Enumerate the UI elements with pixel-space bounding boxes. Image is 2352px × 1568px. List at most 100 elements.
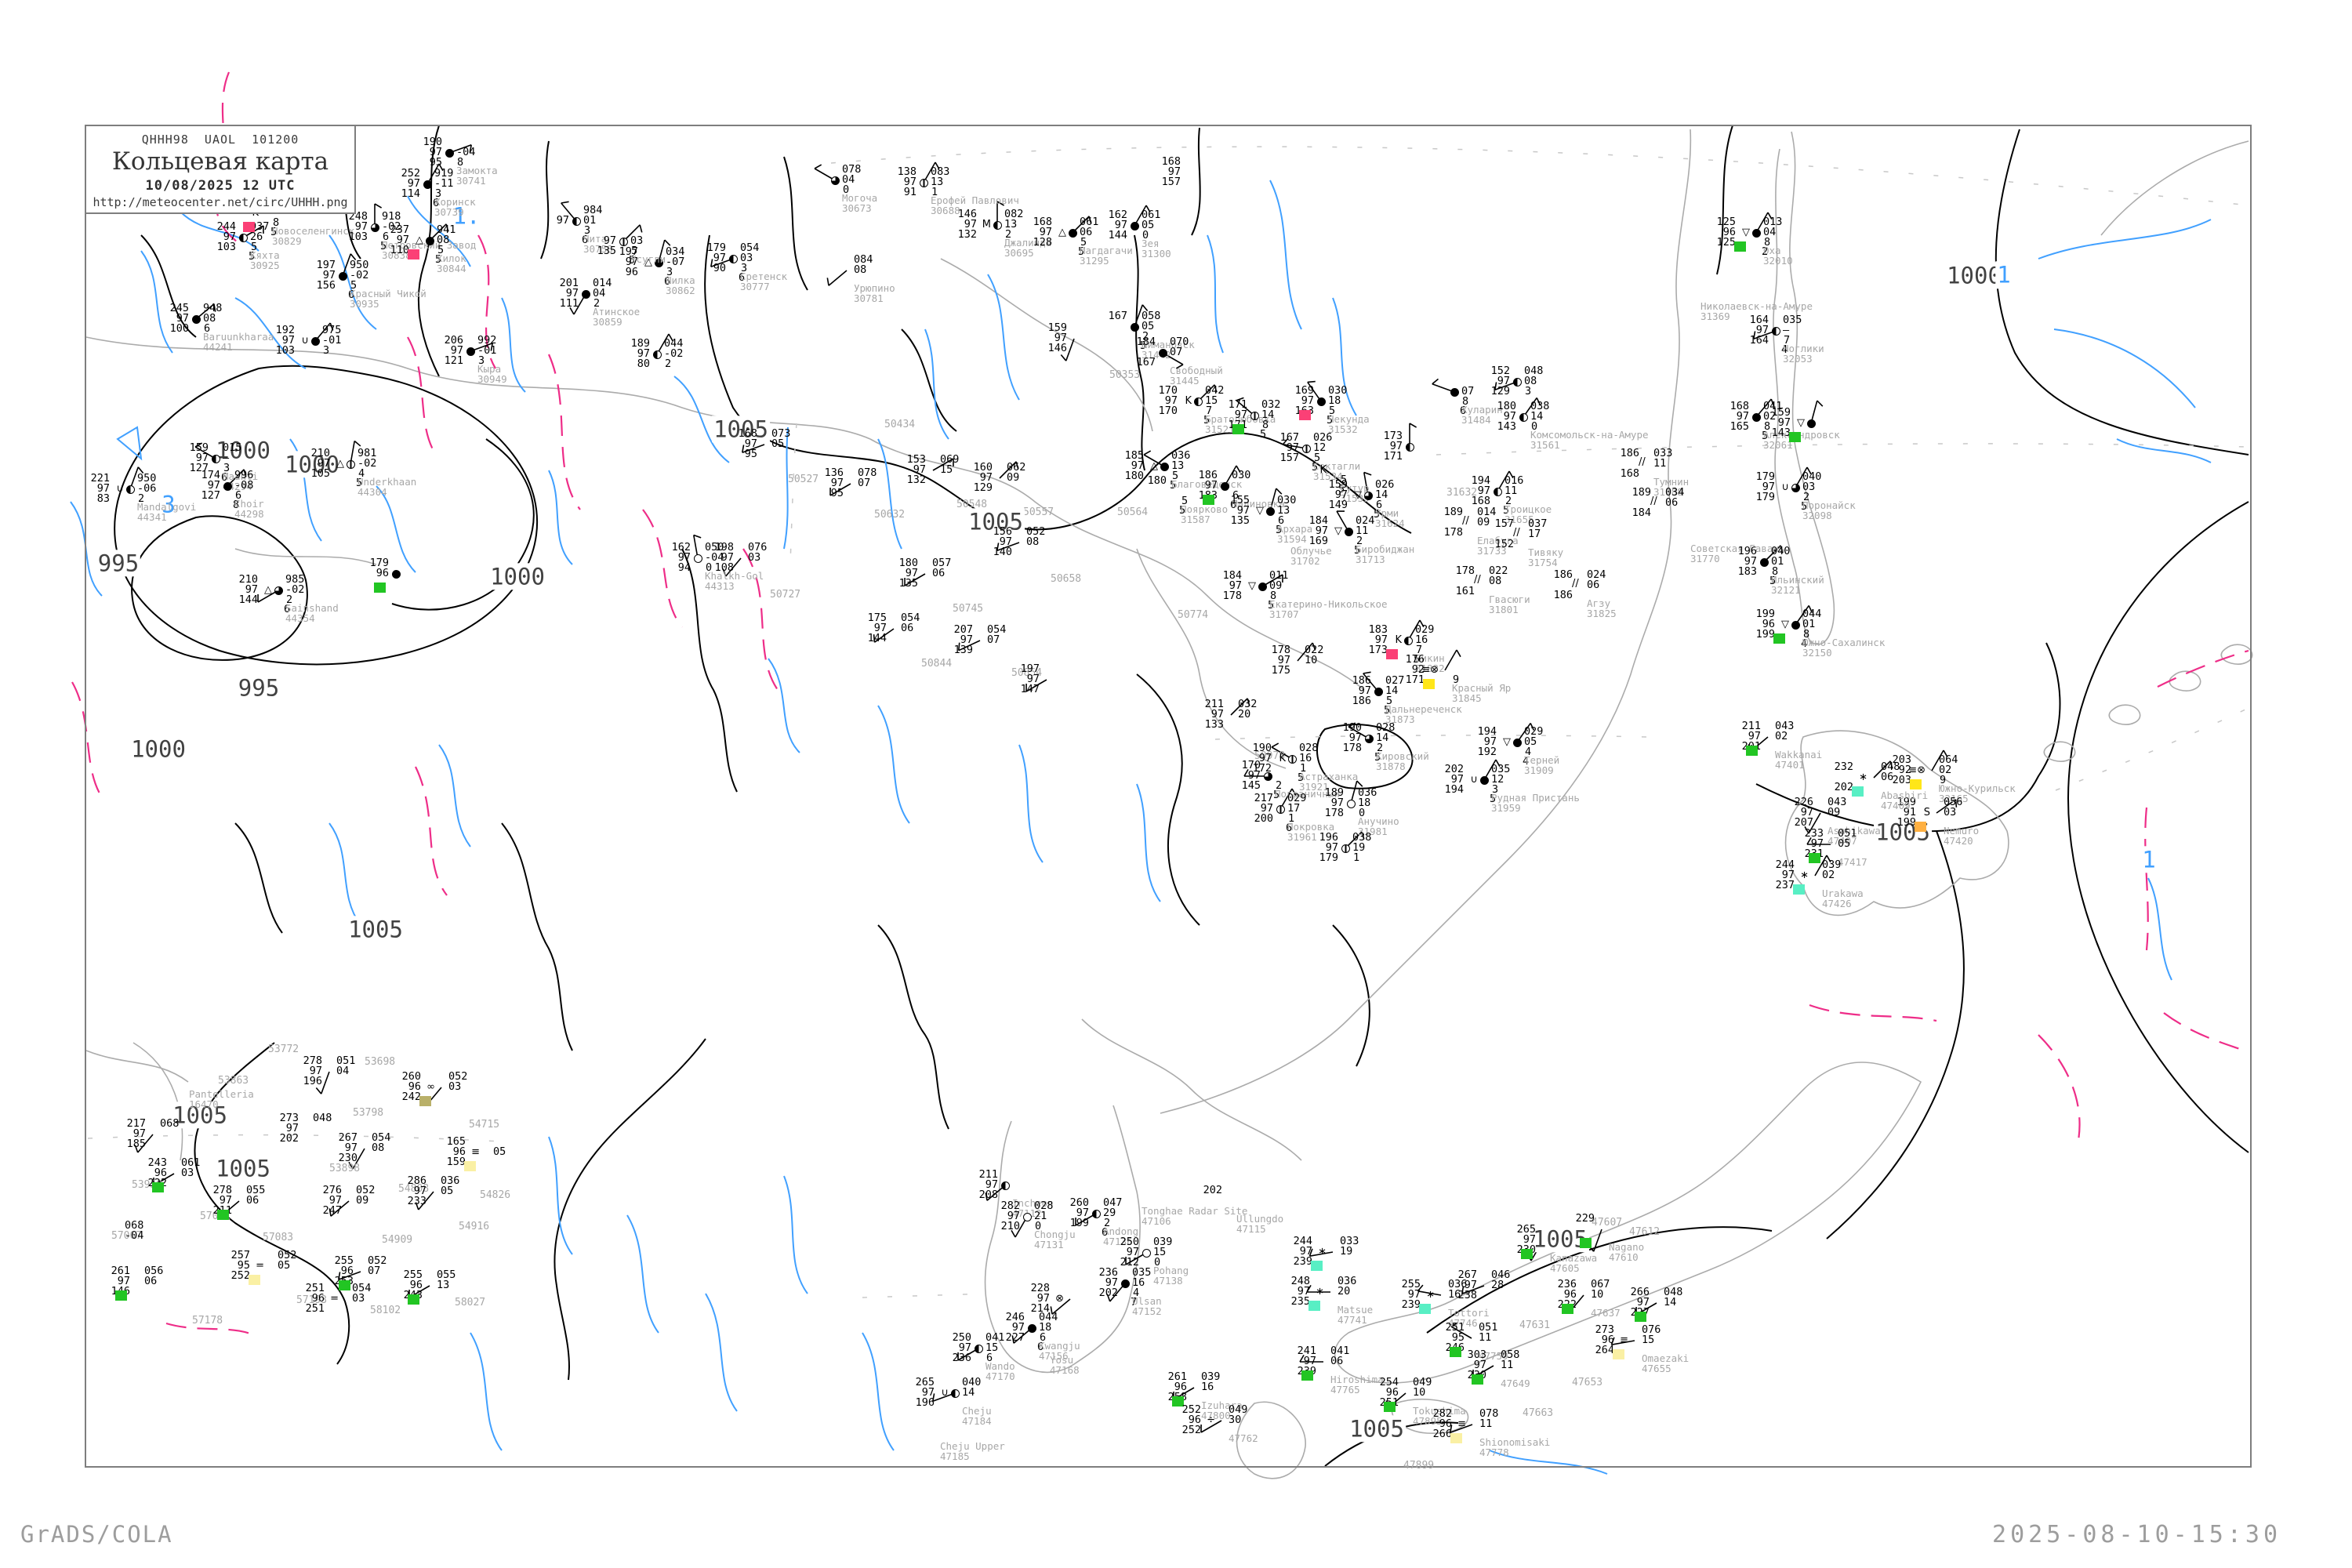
station-pressure: 048 [1524, 365, 1544, 377]
station-pressure: 048 [1881, 760, 1900, 773]
station-tendency: 11 [1356, 524, 1369, 537]
station-tendency: 02 [1763, 410, 1777, 423]
isobar-line [2067, 501, 2249, 1153]
station-cloud-info: 5 [1170, 479, 1177, 492]
station-humidity: 97 [1303, 1355, 1316, 1367]
precip-square [152, 1182, 164, 1192]
station-tendency: 07 [987, 633, 1000, 646]
station-pressure: 035 [1491, 763, 1511, 775]
station-temperature: 159 [1771, 406, 1791, 419]
station-temperature: 169 [1294, 384, 1314, 397]
river-line [376, 485, 416, 573]
station-name: Оха 32010 [1763, 245, 1793, 267]
station-pressure: 029 [1524, 725, 1544, 738]
station-cloud-info: 8 [457, 156, 464, 169]
cloud-cover-circle [581, 289, 590, 299]
station-name: Хуларин 31484 [1461, 404, 1503, 426]
station-tendency: -02 [382, 220, 401, 233]
cloud-cover-circle [1806, 419, 1816, 428]
station-humidity: 96 [311, 1292, 325, 1305]
station-tendency: 09 [1828, 806, 1841, 818]
station-cloud-info: 2 [1377, 742, 1384, 754]
cloud-cover-circle [423, 180, 432, 189]
wind-barb-tick [328, 1208, 332, 1217]
river-line [783, 1175, 808, 1294]
station-tendency: 10 [1413, 1386, 1426, 1399]
gray-station-id: 50557 [1023, 506, 1054, 518]
station-humidity: 96 [452, 1145, 466, 1158]
station-temperature: 203 [1892, 753, 1911, 766]
precip-square [1450, 1347, 1461, 1357]
weather-symbol: ∪ [301, 335, 309, 347]
station-name: Кыра 30949 [477, 363, 507, 385]
cloud-cover-circle [1450, 387, 1459, 397]
station-dewpoint: 230 [338, 1152, 358, 1164]
wind-barb [338, 1271, 361, 1281]
wind-barb [742, 444, 765, 454]
station-name: Усугли [630, 253, 666, 265]
weather-symbol: △ [1058, 227, 1066, 238]
station-tendency: 06 [1330, 1355, 1344, 1367]
station-tendency: 09 [356, 1194, 369, 1207]
station-pressure: 056 [144, 1265, 164, 1277]
station-humidity: 97 [1054, 332, 1067, 344]
weather-symbol: ▽ [1503, 736, 1511, 748]
station-dewpoint: 94 [677, 561, 691, 574]
station-temperature: 232 [1834, 760, 1853, 773]
station-temperature: 245 [169, 302, 189, 314]
station-cloud-info: 6 [433, 197, 440, 209]
station-humidity: 97 [960, 633, 973, 646]
cloud-cover-circle [1512, 377, 1522, 387]
station-dewpoint: 200 [1254, 812, 1273, 825]
station-name: Сретенск 30777 [740, 270, 788, 292]
station-temperature: 190 [1342, 721, 1362, 734]
station-temperature: 303 [1467, 1348, 1486, 1361]
station-temperature: 243 [147, 1156, 167, 1169]
station-cloud-info: 0 [1142, 229, 1149, 241]
wind-barb [330, 1200, 350, 1217]
station-humidity: 97 [1483, 735, 1497, 748]
wind-barb-tick [826, 278, 829, 286]
river-line [626, 1214, 659, 1334]
station-pressure: 948 [203, 302, 223, 314]
wind-barb-tick [1770, 398, 1775, 407]
station-pressure: 022 [1305, 644, 1324, 656]
river-line [705, 1293, 738, 1412]
station-temperature: 168 [1161, 155, 1181, 168]
station-pressure: 069 [940, 453, 960, 466]
station-dewpoint: 180 [1124, 470, 1144, 482]
station-name: Николаевск-на-Амуре 31369 [1700, 300, 1813, 322]
isobar-line [877, 924, 949, 1130]
station-temperature: 244 [216, 220, 236, 233]
station-humidity: 97 [903, 176, 916, 188]
station-dewpoint: 110 [390, 244, 409, 256]
station-cloud-info: 6 [664, 275, 671, 288]
station-dewpoint: 103 [348, 230, 368, 243]
station-dewpoint: 165 [1730, 420, 1749, 433]
station-cloud-info: 5 [270, 226, 278, 238]
station-tendency: 14 [1376, 731, 1389, 744]
station-tendency: 15 [940, 463, 953, 476]
station-humidity: 97 [677, 551, 691, 564]
isobar-line [1136, 673, 1200, 926]
weather-symbol: M [982, 219, 991, 230]
station-name: Елабуга 31733 [1477, 535, 1519, 557]
station-tendency: 10 [1591, 1288, 1604, 1301]
station-temperature: 250 [952, 1331, 971, 1344]
isobar-label: 1000 [1945, 262, 2003, 289]
station-cloud-info: 4 [1781, 343, 1788, 356]
station-temperature: 257 [230, 1249, 250, 1261]
gray-station-id: 50727 [770, 589, 801, 601]
station-name: Tonghae Radar Site 47106 [1142, 1205, 1248, 1227]
station-tendency: -01 [322, 334, 342, 347]
river-line [673, 376, 730, 463]
weather-symbol: ∗ [1426, 1289, 1435, 1301]
station-tendency: 05 [771, 437, 785, 450]
gray-station-id: 47899 [1403, 1460, 1435, 1472]
wind-barb-tick [1780, 545, 1784, 554]
gray-station-id: 31632 [1446, 487, 1478, 499]
station-humidity: 97 [1236, 504, 1250, 517]
station-dewpoint: 208 [978, 1189, 998, 1201]
station-tendency: 14 [1385, 684, 1399, 697]
station-cloud-info: 6 [348, 289, 355, 301]
